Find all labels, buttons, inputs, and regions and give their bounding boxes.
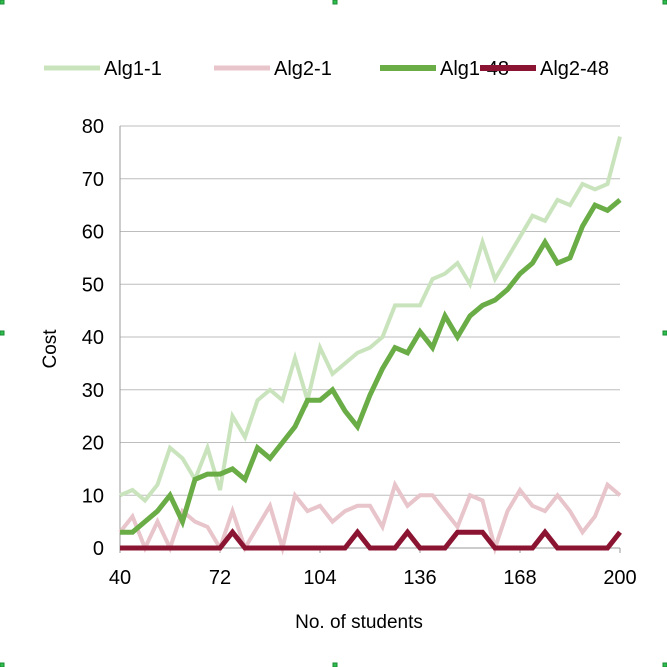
selection-handle <box>662 330 667 336</box>
selection-handle <box>332 0 338 5</box>
y-tick-label: 30 <box>82 380 104 402</box>
y-tick-label: 20 <box>82 433 104 455</box>
series-line-alg2-1 <box>118 479 622 556</box>
axes <box>119 126 621 553</box>
x-tick-label: 200 <box>603 567 636 589</box>
x-tick-label: 168 <box>503 567 536 589</box>
selection-handle <box>0 662 5 667</box>
selection-handle <box>662 0 667 5</box>
y-tick-label: 0 <box>93 538 104 560</box>
y-tick-label: 80 <box>82 116 104 138</box>
selection-handle <box>332 662 338 667</box>
legend-label: Alg2-1 <box>274 58 332 80</box>
series-line-alg2-48 <box>120 528 622 551</box>
x-axis-title: No. of students <box>295 612 423 633</box>
legend-label: Alg2-48 <box>540 58 609 80</box>
selection-handle <box>662 662 667 667</box>
tick-labels: 0 10 20 30 40 50 60 70 80 40 72 104 136 168 200 <box>82 116 637 589</box>
y-tick-label: 60 <box>82 222 104 244</box>
y-tick-label: 40 <box>82 327 104 349</box>
y-axis-title: Cost <box>40 329 61 369</box>
gridlines <box>120 125 620 496</box>
legend: Alg1-1 Alg2-1 Alg1-48 Alg2-48 <box>44 58 609 80</box>
y-tick-label: 70 <box>82 169 104 191</box>
series-layer <box>118 136 622 556</box>
x-tick-label: 72 <box>209 567 231 589</box>
x-tick-label: 40 <box>109 567 131 589</box>
selection-handle <box>0 330 5 336</box>
y-tick-label: 10 <box>82 485 104 507</box>
series-line-alg1-1 <box>119 136 622 504</box>
x-tick-label: 136 <box>403 567 436 589</box>
series-line-alg1-48 <box>120 197 622 535</box>
legend-label: Alg1-48 <box>440 58 509 80</box>
x-tick-label: 104 <box>303 567 336 589</box>
legend-label: Alg1-1 <box>104 58 162 80</box>
selection-handle <box>0 0 5 5</box>
y-tick-label: 50 <box>82 274 104 296</box>
